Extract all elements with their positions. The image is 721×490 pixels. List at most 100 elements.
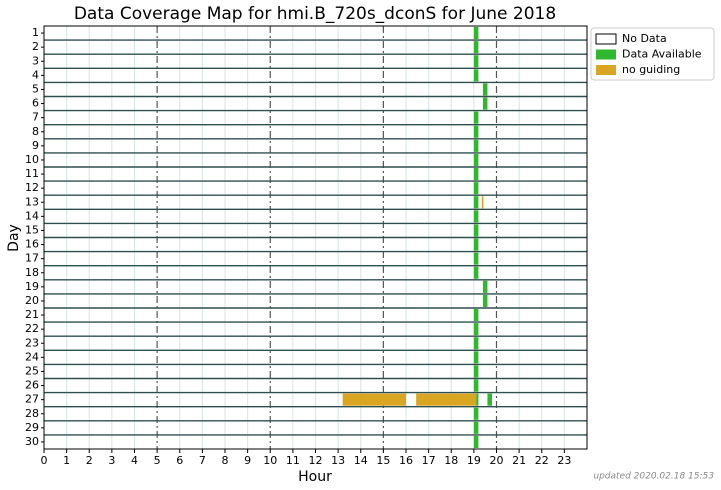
y-tick-label: 26 [25,379,39,392]
y-tick-label: 16 [25,238,39,251]
x-tick-label: 9 [244,454,251,467]
plot-frame [43,25,588,450]
y-tick-label: 28 [25,407,39,420]
y-tick-label: 27 [25,393,39,406]
coverage-segment [481,196,484,209]
x-tick-label: 2 [86,454,93,467]
y-tick-label: 23 [25,336,39,349]
y-tick-label: 19 [25,280,39,293]
x-tick-label: 13 [331,454,345,467]
y-tick-label: 9 [32,139,39,152]
coverage-segment [482,97,488,110]
y-tick-label: 29 [25,421,39,434]
coverage-segment [473,323,479,336]
chart-title: Data Coverage Map for hmi.B_720s_dconS f… [74,4,556,24]
x-tick-label: 16 [399,454,413,467]
x-tick-label: 17 [422,454,436,467]
y-tick-label: 30 [25,435,39,448]
y-tick-label: 3 [32,54,39,67]
footer: updated 2020.02.18 15:53 [593,472,714,482]
y-tick-label: 24 [25,350,39,363]
legend-label: Data Available [622,48,702,61]
coverage-segment [473,41,479,54]
legend-swatch [595,33,617,45]
legend-box [590,27,715,81]
coverage-segment [342,393,406,406]
y-tick-label: 13 [25,195,39,208]
coverage-segment [473,168,479,181]
coverage-segment [473,435,479,448]
x-tick-label: 0 [41,454,48,467]
x-tick-label: 4 [131,454,138,467]
coverage-segment [473,351,479,364]
coverage-segment [473,182,479,195]
x-tick-label: 3 [108,454,115,467]
coverage-segment [416,393,477,406]
coverage-segment [473,309,479,322]
x-tick-label: 19 [467,454,481,467]
coverage-segment [473,407,479,420]
coverage-segment [473,69,479,82]
coverage-segment [476,393,479,406]
coverage-segment [473,365,479,378]
y-tick-label: 20 [25,294,39,307]
y-tick-label: 17 [25,252,39,265]
y-tick-label: 2 [32,40,39,53]
x-tick-label: 6 [176,454,183,467]
legend-label: No Data [622,32,667,45]
x-tick-label: 10 [263,454,277,467]
coverage-segment [473,125,479,138]
y-tick-label: 15 [25,223,39,236]
x-tick-label: 21 [512,454,526,467]
y-tick-label: 10 [25,153,39,166]
coverage-segment [473,210,479,223]
y-tick-label: 4 [32,68,39,81]
y-tick-label: 8 [32,125,39,138]
x-tick-label: 5 [154,454,161,467]
legend-swatch [596,65,616,75]
x-tick-label: 11 [286,454,300,467]
x-axis-label: Hour [298,469,332,485]
y-tick-label: 18 [25,266,39,279]
coverage-segment [473,224,479,237]
coverage-segment [487,393,492,406]
x-tick-label: 12 [309,454,323,467]
y-tick-label: 25 [25,364,39,377]
y-tick-label: 5 [32,82,39,95]
x-tick-label: 23 [557,454,571,467]
coverage-segment [473,27,479,40]
x-tick-label: 14 [354,454,368,467]
y-tick-label: 1 [32,26,39,39]
x-tick-label: 18 [444,454,458,467]
coverage-segment [473,337,479,350]
y-tick-label: 14 [25,209,39,222]
x-tick-label: 8 [222,454,229,467]
x-tick-label: 22 [535,454,549,467]
x-tick-label: 20 [490,454,504,467]
coverage-segment [473,421,479,434]
x-tick-label: 15 [376,454,390,467]
x-tick-label: 7 [199,454,206,467]
coverage-segment [482,294,488,307]
coverage-segment [473,379,479,392]
y-tick-label: 11 [25,167,39,180]
y-tick-label: 6 [32,97,39,110]
y-axis-label: Day [6,224,22,252]
coverage-segment [473,153,479,166]
coverage-segment [482,83,488,96]
y-tick-label: 22 [25,322,39,335]
coverage-segment [473,252,479,265]
legend-swatch [596,49,616,60]
coverage-segment [473,196,479,209]
y-tick-label: 12 [25,181,39,194]
coverage-segment [473,238,479,251]
coverage-segment [473,139,479,152]
x-tick-label: 1 [63,454,70,467]
coverage-segment [473,111,479,124]
coverage-segment [482,280,488,293]
y-tick-label: 7 [32,111,39,124]
coverage-segment [473,266,479,279]
coverage-segment [473,55,479,68]
legend-label: no guiding [622,63,680,76]
